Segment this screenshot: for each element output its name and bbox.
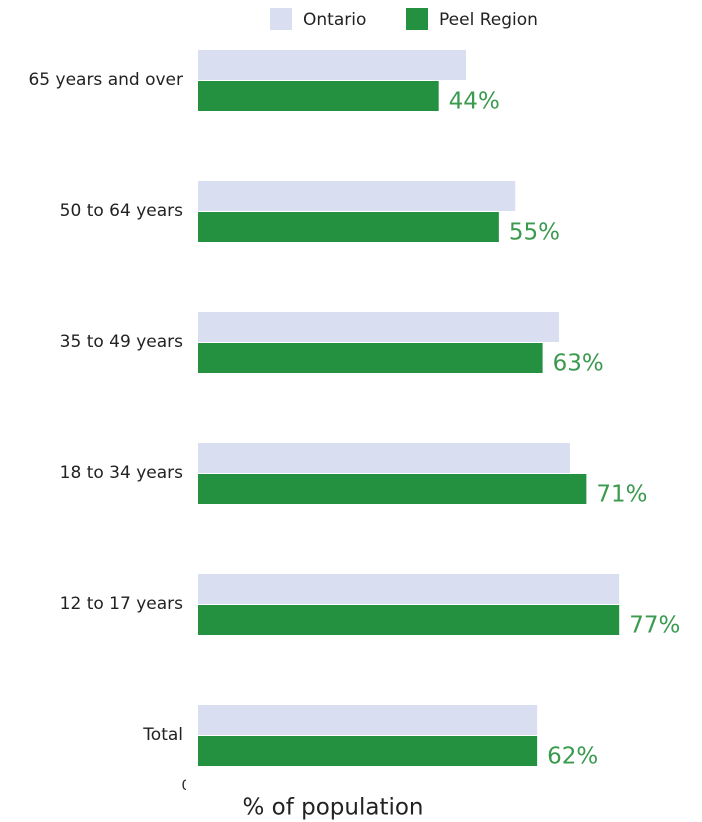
bar (198, 705, 538, 735)
bar (198, 181, 516, 211)
data-label: 62% (547, 744, 598, 770)
legend-swatch (270, 8, 292, 30)
x-axis-label: % of population (242, 795, 423, 821)
clip-cover (186, 770, 216, 800)
bar (198, 443, 570, 473)
y-tick-label: 12 to 17 years (60, 594, 183, 614)
data-label: 71% (596, 482, 647, 508)
data-label: 44% (449, 89, 500, 115)
bar (198, 312, 560, 342)
bar (198, 574, 620, 604)
data-label: 55% (509, 220, 560, 246)
bar (198, 605, 620, 635)
bar (198, 50, 467, 80)
y-tick-label: 18 to 34 years (60, 463, 183, 483)
bar (198, 474, 587, 504)
y-tick-label: 65 years and over (28, 70, 183, 90)
bar (198, 343, 543, 373)
y-tick-label: Total (142, 725, 183, 745)
legend-swatch (406, 8, 428, 30)
bar (198, 212, 499, 242)
y-tick-label: 50 to 64 years (60, 201, 183, 221)
data-label: 63% (553, 351, 604, 377)
bar (198, 81, 439, 111)
y-tick-label: 35 to 49 years (60, 332, 183, 352)
legend-label: Ontario (303, 10, 366, 30)
data-label: 77% (629, 613, 680, 639)
legend-label: Peel Region (439, 10, 538, 30)
bar (198, 736, 538, 766)
